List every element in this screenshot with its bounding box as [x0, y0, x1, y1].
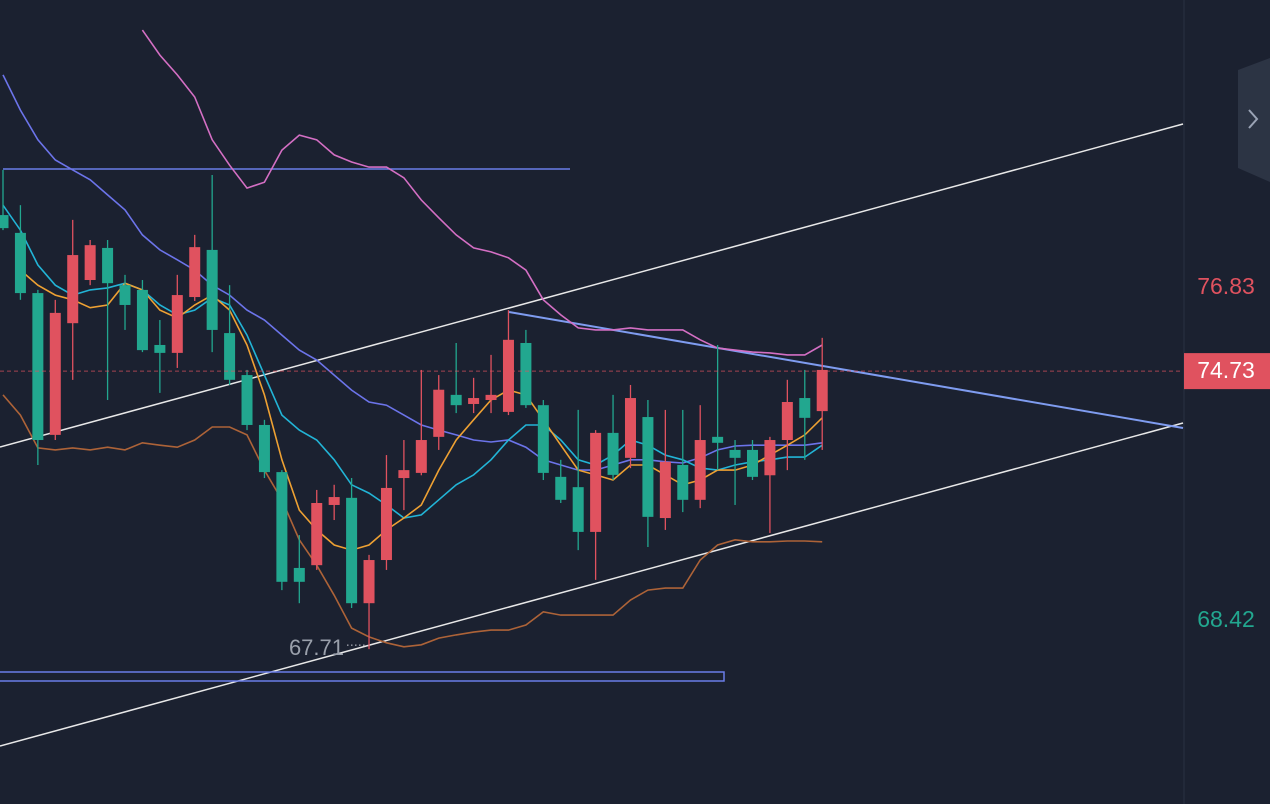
candle-body — [0, 215, 9, 229]
candle-body — [32, 293, 44, 441]
plot-area: 76.83 68.42 74.73 67.71 — [0, 29, 1270, 660]
candle-body — [346, 497, 358, 604]
candle-body — [799, 398, 811, 418]
candle-body — [293, 567, 305, 582]
candle-body — [781, 402, 793, 441]
channel-upper — [0, 123, 1184, 448]
candle-body — [590, 432, 602, 532]
candle-body — [154, 344, 166, 353]
candle-body — [171, 295, 183, 353]
candle-body — [712, 436, 724, 443]
candle-body — [624, 398, 636, 458]
candle-body — [276, 472, 288, 582]
candle-body — [729, 449, 741, 458]
candle-body — [328, 497, 340, 505]
candle-body — [694, 440, 706, 500]
candle-body — [485, 394, 497, 401]
indicator-line — [2, 74, 823, 471]
candle-body — [380, 487, 392, 561]
y-tick-label: 68.42 — [1197, 606, 1255, 632]
last-price-label: 74.73 — [1197, 357, 1255, 383]
candle-body — [555, 476, 567, 500]
candle-body — [572, 487, 584, 532]
candle-body — [607, 432, 619, 475]
candle-body — [224, 333, 236, 380]
low-annotation: 67.71 — [289, 635, 344, 660]
candle-body — [67, 255, 79, 324]
candle-body — [84, 245, 96, 281]
candle-body — [746, 449, 758, 477]
candle-body — [502, 339, 514, 412]
indicator-line — [141, 29, 823, 356]
candle-body — [816, 369, 828, 412]
trend-line — [508, 311, 1184, 429]
last-price-box — [1184, 353, 1270, 390]
candle-body — [206, 249, 218, 330]
candle-body — [677, 464, 689, 500]
candle-body — [14, 232, 26, 294]
candle-body — [136, 289, 148, 351]
candle-body — [398, 470, 410, 479]
indicator-line — [19, 269, 823, 551]
candle-body — [119, 285, 131, 305]
candle-body — [49, 312, 61, 435]
candle-body — [468, 398, 480, 404]
indicator-line — [2, 394, 823, 648]
collapse-arrow[interactable] — [1248, 109, 1259, 129]
y-tick-label: 76.83 — [1197, 273, 1255, 299]
candle-body — [450, 394, 462, 406]
candle-body — [311, 502, 323, 566]
candle-body — [764, 440, 776, 476]
candle-body — [102, 247, 114, 284]
candle-body — [415, 440, 427, 473]
candle-body — [241, 375, 253, 425]
collapse-tab[interactable] — [1238, 58, 1270, 182]
price-zone — [0, 671, 725, 682]
candle-body — [659, 461, 671, 519]
candle-body — [520, 342, 532, 406]
candle-body — [189, 247, 201, 298]
candle-body — [537, 405, 549, 473]
channel-lower — [0, 422, 1184, 747]
candle-body — [258, 424, 270, 473]
candle-body — [642, 417, 654, 517]
candle-body — [363, 560, 375, 604]
candle-body — [433, 389, 445, 437]
